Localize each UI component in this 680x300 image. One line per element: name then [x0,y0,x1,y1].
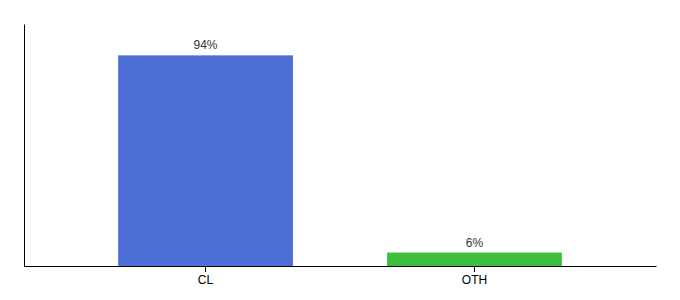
data-label: 6% [466,236,484,250]
data-labels: 94% 6% [194,38,484,249]
x-tick-label: OTH [462,273,487,287]
x-tick: OTH [462,266,487,287]
bar [387,253,562,266]
y-axis-line [24,25,25,267]
bar [118,55,293,266]
bars [118,55,562,266]
x-axis: CL OTH [25,266,657,287]
x-tick-mark [474,266,475,272]
x-tick-mark [205,266,206,272]
x-tick: CL [198,266,214,287]
x-tick-label: CL [198,273,214,287]
data-label: 94% [194,38,218,52]
x-axis-line [25,266,657,267]
plot: CL OTH 94% 6% [25,25,657,287]
chart: CL OTH 94% 6% [0,0,680,300]
y-axis [24,25,25,267]
